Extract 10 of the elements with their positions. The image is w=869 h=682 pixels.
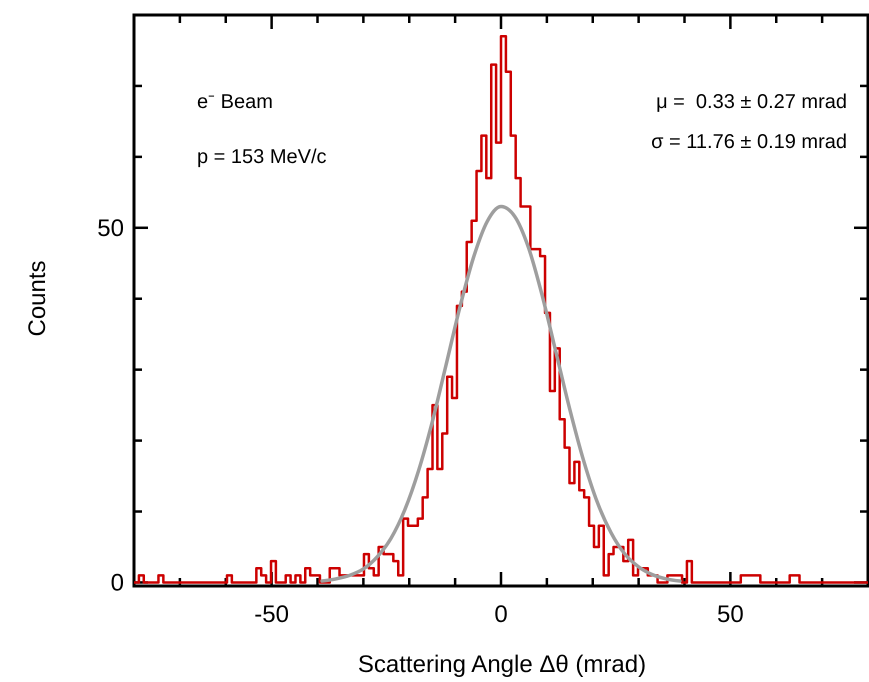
y-axis-title: Counts <box>24 260 51 337</box>
x-tick-label: 0 <box>494 601 508 628</box>
line-series <box>320 204 682 583</box>
annotation: p = 153 MeV/c <box>197 146 327 168</box>
x-tick-label: -50 <box>254 601 289 628</box>
x-tick-label: 50 <box>717 601 744 628</box>
annotation: σ = 11.76 ± 0.19 mrad <box>651 131 847 153</box>
annotation: μ = 0.33 ± 0.27 mrad <box>656 91 847 113</box>
annotation: e⁻ Beam <box>197 91 273 113</box>
x-axis-title: Scattering Angle Δθ (mrad) <box>358 651 646 678</box>
